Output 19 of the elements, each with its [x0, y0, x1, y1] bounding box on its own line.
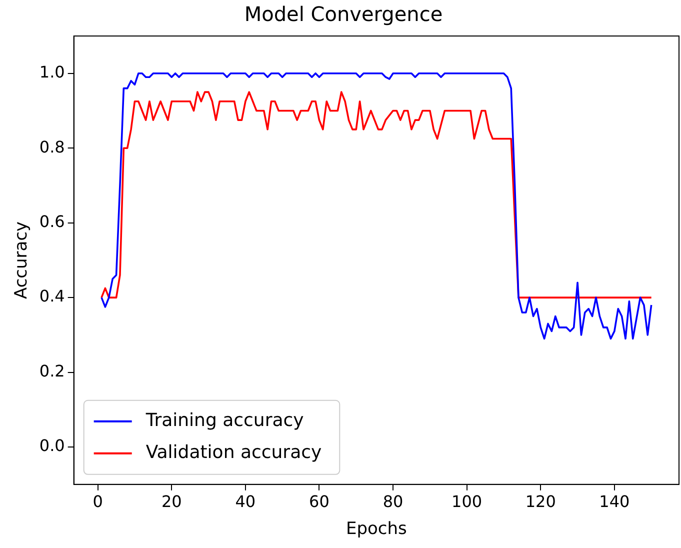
y-tick-label: 0.0 — [39, 436, 65, 456]
x-tick-label: 0 — [92, 492, 103, 512]
x-tick-label: 60 — [309, 492, 330, 512]
x-tick-label: 20 — [161, 492, 182, 512]
chart-title: Model Convergence — [244, 2, 443, 26]
x-tick-label: 80 — [382, 492, 404, 512]
y-tick-label: 0.6 — [39, 212, 65, 231]
y-tick-label: 1.0 — [39, 62, 65, 82]
y-axis-title: Accuracy — [12, 221, 32, 300]
x-tick-label: 100 — [452, 492, 482, 512]
x-axis-title: Epochs — [346, 519, 408, 540]
x-tick-label: 140 — [599, 492, 630, 512]
y-tick-label: 0.4 — [39, 286, 65, 306]
x-tick-label: 120 — [525, 492, 556, 512]
y-tick-label: 0.8 — [39, 137, 65, 156]
y-tick-label: 0.2 — [39, 361, 65, 380]
x-tick-label: 40 — [235, 492, 256, 512]
legend-label: Training accuracy — [144, 410, 304, 432]
legend-label: Validation accuracy — [146, 442, 322, 464]
